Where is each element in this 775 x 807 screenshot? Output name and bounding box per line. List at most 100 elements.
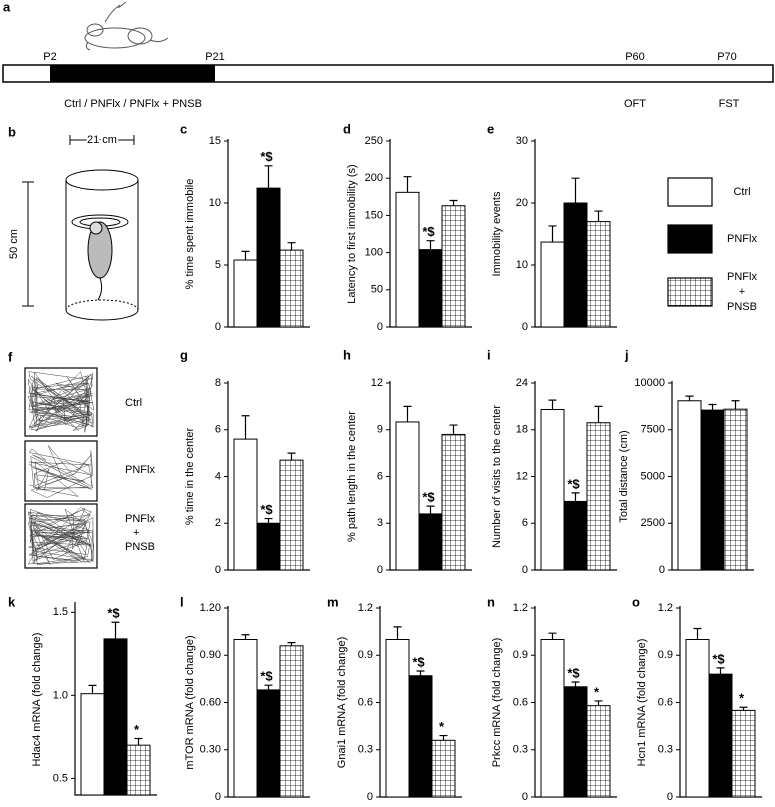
y-tick-label: 6 — [215, 424, 221, 436]
error-bar — [416, 670, 425, 676]
bar — [279, 645, 304, 798]
group-label: PNFlx — [125, 464, 155, 476]
y-tick-label: 1.20 — [200, 602, 221, 614]
bar — [563, 202, 588, 328]
y-tick-label: 0 — [367, 791, 373, 802]
bar — [279, 459, 304, 571]
bar — [723, 408, 748, 571]
y-axis-label: Prkcc mRNA (fold change) — [491, 638, 503, 768]
legend-swatch — [667, 224, 713, 254]
error-bar — [287, 242, 296, 251]
bar — [408, 675, 433, 798]
group-label: PNSB — [125, 541, 155, 553]
error-bar — [403, 405, 412, 422]
milestone: P21 — [205, 51, 225, 63]
bar — [685, 639, 710, 798]
significance-label: * — [739, 691, 745, 706]
y-tick-label: 5 — [215, 259, 221, 271]
y-tick-label: 9 — [377, 424, 383, 436]
bar — [256, 689, 281, 798]
legend-swatch — [667, 177, 713, 207]
bar — [700, 409, 725, 571]
y-tick-label: 0.3 — [358, 744, 373, 756]
y-tick-label: 100 — [365, 247, 383, 259]
legend-swatch — [667, 277, 713, 307]
y-tick-label: 18 — [516, 424, 528, 436]
panel-letter: h — [343, 347, 351, 362]
error-bar — [708, 403, 717, 411]
treatment-period — [50, 65, 215, 82]
y-tick-label: 0.3 — [513, 744, 528, 756]
significance-label: *$ — [712, 651, 725, 666]
error-bar — [571, 492, 580, 502]
dimension-label: 50 cm — [8, 229, 20, 259]
y-axis-label: Latency to first immobility (s) — [346, 164, 358, 303]
y-tick-label: 3 — [377, 517, 383, 529]
track — [27, 371, 95, 433]
bar — [256, 522, 281, 571]
y-tick-label: 0 — [215, 791, 221, 802]
panel-letter: j — [624, 347, 629, 362]
bar — [256, 187, 281, 328]
significance-label: * — [594, 684, 600, 699]
bar — [126, 744, 151, 796]
error-bar — [241, 250, 250, 261]
y-tick-label: 0.9 — [513, 649, 528, 661]
error-bar — [739, 706, 748, 711]
y-axis-label: % time spent immobile — [184, 179, 196, 290]
test-label: OFT — [624, 98, 646, 110]
panel-letter: e — [487, 121, 494, 136]
y-tick-label: 2 — [215, 517, 221, 529]
y-tick-label: 0 — [522, 791, 528, 802]
error-bar — [264, 684, 273, 690]
bar — [233, 259, 258, 328]
track — [27, 507, 95, 566]
bar — [563, 686, 588, 798]
group-label: + — [133, 527, 139, 539]
panel-letter: i — [487, 347, 491, 362]
y-tick-label: 12 — [371, 377, 383, 389]
y-axis-label: mTOR mRNA (fold change) — [184, 635, 196, 769]
y-axis-label: Total distance (cm) — [618, 430, 630, 522]
bar — [540, 639, 565, 798]
panel-letter: k — [8, 594, 16, 609]
y-axis-label: % path length in the center — [346, 411, 358, 542]
error-bar — [134, 737, 143, 746]
error-bar — [287, 642, 296, 646]
error-bar — [88, 684, 97, 694]
error-bar — [449, 199, 458, 206]
bar — [395, 191, 420, 328]
y-tick-label: 10000 — [634, 377, 665, 389]
y-axis-label: Hdac4 mRNA (fold change) — [31, 633, 43, 767]
y-axis-label: Hcn1 mRNA (fold change) — [636, 639, 648, 767]
y-axis-label: Gnai1 mRNA (fold change) — [336, 637, 348, 768]
y-tick-label: 6 — [377, 470, 383, 482]
y-tick-label: 0 — [215, 564, 221, 576]
y-tick-label: 0 — [215, 321, 221, 333]
error-bar — [403, 176, 412, 193]
bar — [431, 739, 456, 798]
panel-letter: c — [180, 121, 187, 136]
error-bar — [548, 632, 557, 640]
error-bar — [594, 405, 603, 423]
significance-label: *$ — [260, 669, 273, 684]
y-tick-label: 0.30 — [200, 744, 221, 756]
bar — [540, 241, 565, 328]
error-bar — [426, 505, 435, 514]
error-bar — [731, 400, 740, 410]
bar — [441, 205, 466, 328]
bar — [385, 639, 410, 798]
y-tick-label: 50 — [371, 284, 383, 296]
milestone: P2 — [43, 51, 56, 63]
y-tick-label: 1.2 — [513, 602, 528, 614]
error-bar — [264, 165, 273, 189]
bar — [731, 709, 756, 798]
group-label: Ctrl — [125, 397, 142, 409]
bar — [441, 433, 466, 571]
error-bar — [111, 621, 120, 639]
significance-label: *$ — [567, 665, 580, 680]
bar — [540, 408, 565, 571]
error-bar — [449, 424, 458, 435]
panel-letter: f — [8, 349, 13, 364]
y-tick-label: 0.9 — [358, 649, 373, 661]
